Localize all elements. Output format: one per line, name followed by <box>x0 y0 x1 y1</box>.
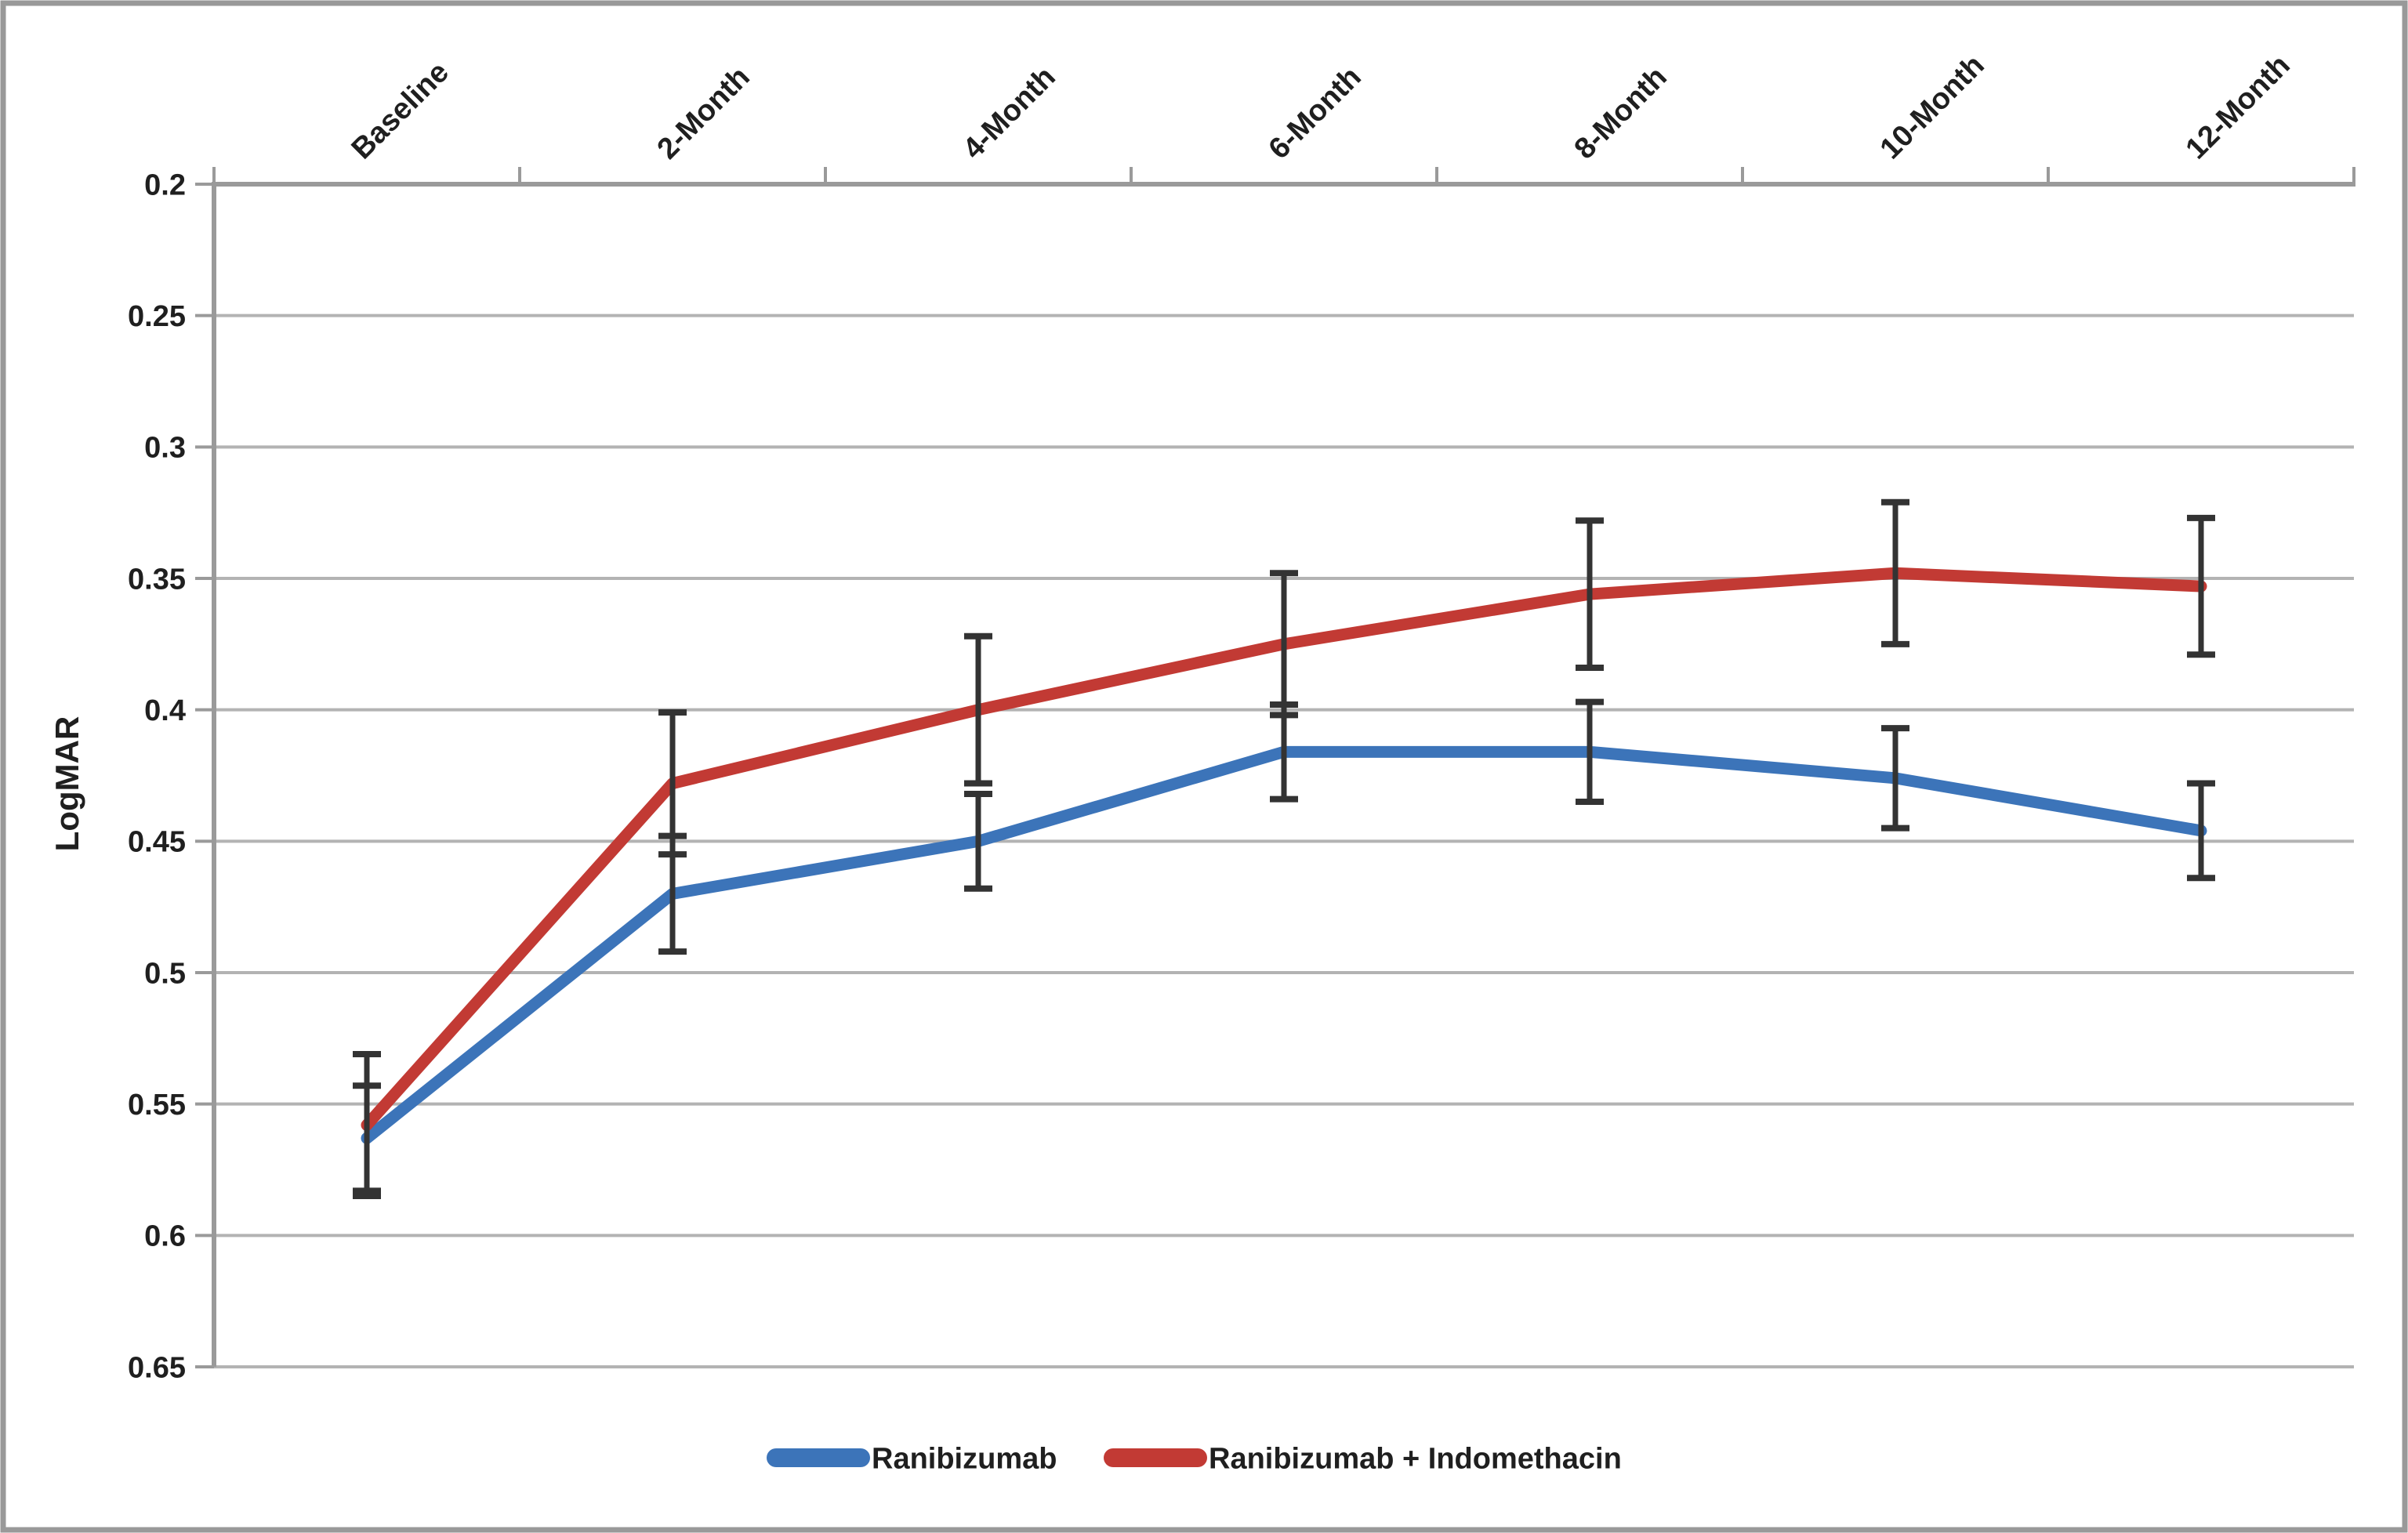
y-tick-label: 0.6 <box>144 1220 186 1253</box>
y-tick-label: 0.45 <box>128 826 186 859</box>
y-tick-label: 0.5 <box>144 957 186 990</box>
y-tick-label: 0.2 <box>144 169 186 201</box>
error-bar <box>2187 514 2215 658</box>
error-bar <box>1881 498 1909 647</box>
error-bar <box>1881 725 1909 832</box>
error-bar <box>964 790 992 892</box>
legend-label-ranibizumab: Ranibizumab <box>872 1442 1057 1475</box>
error-bar <box>658 709 687 858</box>
y-axis-title: LogMAR <box>49 716 85 852</box>
y-axis-tick-labels: 0.2 0.25 0.3 0.35 0.4 0.45 0.5 0.55 0.6 0.65 <box>128 169 186 1384</box>
y-tick-label: 0.4 <box>144 694 186 727</box>
error-bar <box>1576 698 1604 806</box>
y-tick-label: 0.25 <box>128 300 186 333</box>
axes <box>195 167 2355 1368</box>
y-tick-label: 0.55 <box>128 1089 186 1122</box>
legend: Ranibizumab Ranibizumab + Indomethacin <box>767 1442 1622 1475</box>
error-bar <box>1270 570 1298 719</box>
error-bar <box>964 632 992 787</box>
error-bars <box>353 498 2215 1200</box>
error-bar <box>1576 517 1604 672</box>
y-tick-label: 0.3 <box>144 432 186 465</box>
y-tick-label: 0.65 <box>128 1351 186 1384</box>
y-tick-label: 0.35 <box>128 563 186 596</box>
error-bar <box>353 1050 381 1200</box>
error-bar <box>2187 780 2215 882</box>
legend-label-ranibizumab-indomethacin: Ranibizumab + Indomethacin <box>1209 1442 1622 1475</box>
